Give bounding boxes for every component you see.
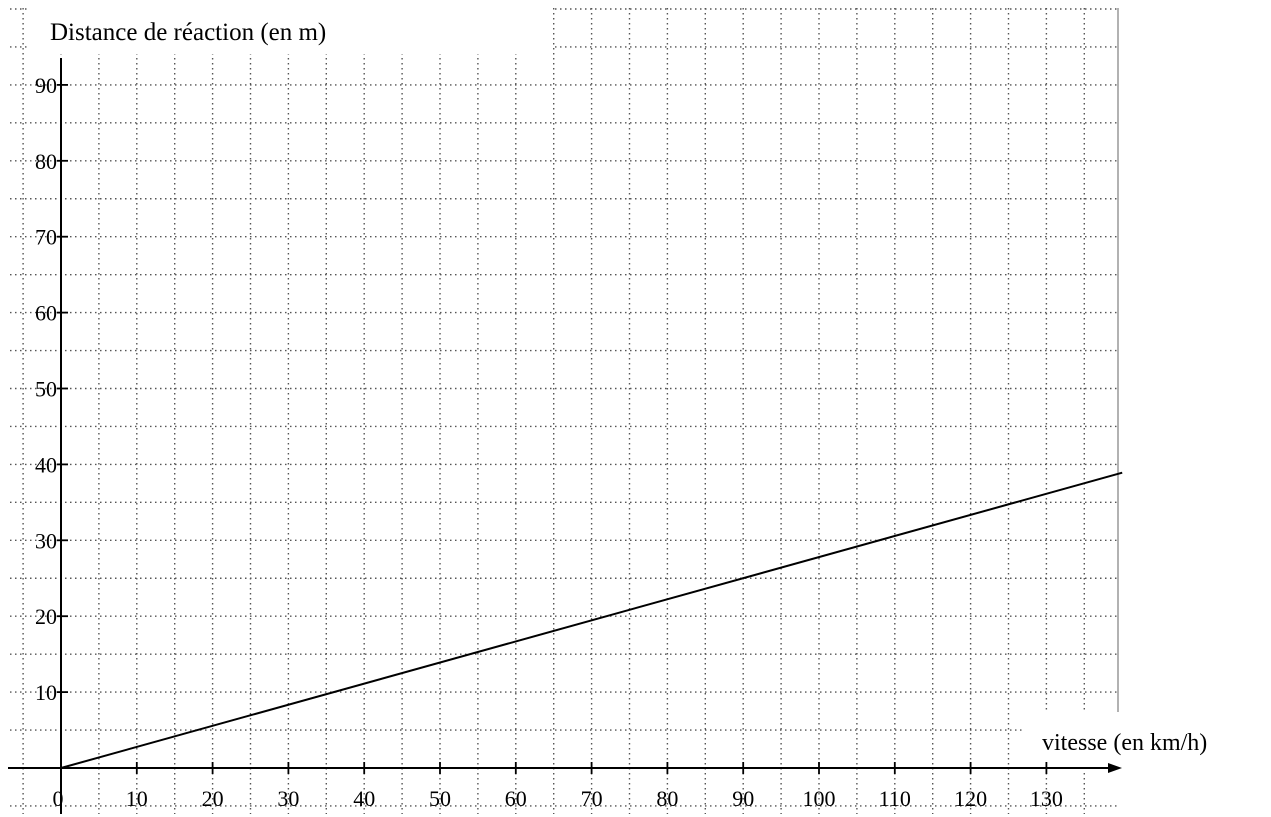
x-tick-label: 90 xyxy=(732,786,754,811)
x-tick-label: 50 xyxy=(429,786,451,811)
x-tick-label: 10 xyxy=(126,786,148,811)
y-axis-label: Distance de réaction (en m) xyxy=(50,19,326,46)
y-tick-label: 10 xyxy=(35,680,57,705)
x-axis-label: vitesse (en km/h) xyxy=(1042,730,1207,756)
grid xyxy=(10,8,1118,814)
x-tick-label: 20 xyxy=(202,786,224,811)
y-tick-label: 20 xyxy=(35,604,57,629)
y-tick-label: 30 xyxy=(35,528,57,553)
y-tick-label: 60 xyxy=(35,301,57,326)
x-tick-label: 80 xyxy=(656,786,678,811)
y-tick-label: 70 xyxy=(35,225,57,250)
y-tick-label: 90 xyxy=(35,73,57,98)
x-tick-label: 110 xyxy=(879,786,911,811)
y-tick-label: 80 xyxy=(35,149,57,174)
x-tick-label: 130 xyxy=(1030,786,1063,811)
x-tick-label: 40 xyxy=(353,786,375,811)
x-tick-label: 120 xyxy=(954,786,987,811)
y-tick-label: 50 xyxy=(35,377,57,402)
x-tick-label: 60 xyxy=(505,786,527,811)
y-tick-label: 40 xyxy=(35,452,57,477)
x-tick-label: 70 xyxy=(581,786,603,811)
x-tick-label: 30 xyxy=(277,786,299,811)
axes xyxy=(8,58,1122,814)
x-tick-label: 100 xyxy=(803,786,836,811)
x-tick-label: 0 xyxy=(53,786,64,811)
ticks: 10 20 30 40 50 60 70 80 90 0 10 20 30 40 50 60 70 80 90 100… xyxy=(35,73,1063,811)
